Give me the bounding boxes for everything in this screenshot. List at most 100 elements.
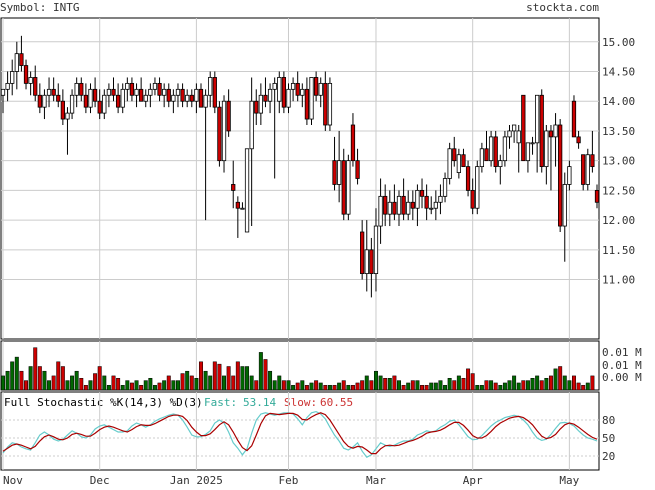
candle (433, 190, 438, 221)
volume-bar (548, 375, 553, 391)
candle (166, 83, 171, 108)
candle-body (115, 94, 121, 108)
volume-bar (286, 380, 291, 391)
stoch-slow-label: Slow: (284, 396, 317, 409)
candle-body (332, 160, 337, 185)
candle-body (203, 94, 208, 108)
volume-bar (235, 361, 240, 391)
candle-body (60, 100, 65, 120)
candle-body (42, 94, 47, 108)
candle-body (525, 142, 531, 162)
stoch-tick-label: 80 (602, 414, 615, 427)
volume-bar (332, 385, 337, 391)
volume-bar (429, 382, 434, 391)
candle-body (576, 136, 581, 144)
candle-body (162, 88, 167, 96)
candle (544, 125, 549, 185)
candle (185, 89, 190, 108)
volume-bar (88, 380, 93, 391)
candle (217, 101, 222, 167)
candle-body (461, 154, 466, 168)
candle (226, 89, 231, 137)
candle-body (189, 94, 194, 102)
candle (79, 77, 84, 102)
volume-bar (42, 370, 47, 391)
candle-body (33, 77, 38, 96)
candle (28, 71, 33, 96)
volume-bar (337, 382, 342, 391)
candle (157, 77, 162, 102)
volume-bar (567, 380, 572, 391)
candle (452, 136, 457, 167)
candle-body (0, 88, 6, 96)
volume-bar (401, 385, 406, 391)
candle (286, 83, 291, 114)
volume-bar (97, 366, 102, 391)
volume-bar (558, 366, 563, 391)
candle (488, 130, 494, 167)
candle (203, 89, 208, 221)
volume-tick-label: 0.01 M (602, 359, 642, 372)
stoch-fast-line (2, 410, 598, 458)
volume-bar (79, 378, 84, 391)
candle (221, 95, 227, 173)
volume-bar (300, 380, 305, 391)
candle (106, 83, 112, 108)
candle-body (175, 88, 181, 96)
candle (585, 148, 590, 191)
volume-bar (226, 366, 231, 391)
volume-tick-label: 0.00 M (602, 371, 642, 384)
volume-bar (129, 382, 134, 391)
candle-body (267, 88, 273, 102)
volume-bar (544, 378, 549, 391)
volume-bar (37, 366, 42, 391)
candle (378, 178, 383, 244)
candle (74, 77, 79, 108)
candle (277, 71, 282, 114)
candle-body (475, 166, 480, 209)
price-tick-label: 14.00 (602, 95, 635, 108)
price-tick-label: 11.50 (602, 244, 635, 257)
candle (65, 107, 70, 155)
candle-body (581, 154, 586, 185)
candle (60, 89, 65, 125)
candle-body (511, 124, 517, 132)
candle (235, 196, 240, 238)
candle-body (185, 94, 190, 102)
candle-body (28, 77, 33, 84)
candle-body (442, 178, 448, 197)
volume-bar (222, 375, 226, 391)
candle (392, 184, 397, 221)
candle-body (69, 94, 75, 114)
candle (567, 160, 572, 191)
volume-bar (318, 382, 323, 391)
volume-bar (530, 378, 535, 391)
candle (198, 83, 204, 108)
volume-bar (452, 380, 457, 391)
candle (387, 190, 392, 227)
candle (5, 71, 10, 102)
candle (56, 83, 61, 108)
candle-body (102, 94, 107, 114)
volume-bar (106, 385, 111, 391)
volume-bar (364, 375, 369, 391)
candle (465, 160, 471, 197)
volume-bar (456, 375, 461, 391)
volume-bar (484, 380, 489, 391)
candle-body (484, 148, 489, 162)
candle (337, 130, 342, 203)
volume-bar (516, 382, 521, 391)
candle-body (212, 77, 217, 108)
volume-bar (19, 370, 24, 391)
volume-bar (51, 375, 56, 391)
volume-bar (475, 385, 480, 391)
candle-body (530, 142, 535, 145)
candle (442, 172, 448, 203)
candle-body (134, 88, 139, 96)
volume-bar (139, 385, 144, 391)
candle (350, 113, 356, 167)
candle (37, 83, 42, 114)
volume-bar (374, 370, 378, 391)
candle-body (171, 94, 176, 102)
